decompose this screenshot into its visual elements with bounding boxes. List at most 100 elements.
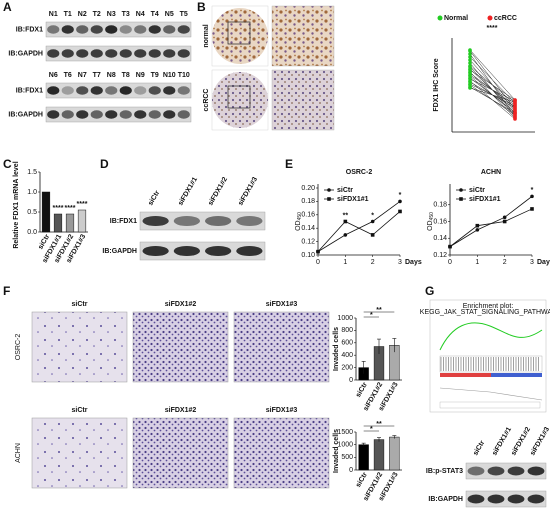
ihc-zoom [271, 69, 335, 131]
point [468, 86, 472, 90]
blot-band [236, 245, 263, 257]
blot-band [507, 466, 525, 476]
blot-band [163, 25, 176, 34]
point [513, 98, 517, 102]
lane-label: N8 [107, 72, 116, 79]
lane-label: siFDX1#2 [207, 176, 229, 207]
blot-band [61, 25, 74, 34]
blot-band [105, 86, 118, 95]
y-tick-label: 0.20 [301, 185, 315, 192]
axis-label: OD450 [295, 212, 303, 231]
point [468, 58, 472, 62]
y-tick-label: 200 [341, 364, 353, 371]
axis-label-text: OD [427, 220, 434, 231]
blot-band [76, 86, 89, 95]
point [468, 83, 472, 87]
point [370, 219, 375, 224]
lane-label: siCtr [472, 439, 486, 457]
blot-band [177, 110, 190, 119]
panel-label: B [197, 0, 206, 14]
blot-band [148, 110, 161, 119]
blot-band [205, 245, 232, 257]
point [398, 209, 402, 214]
line [317, 201, 401, 252]
point [468, 65, 472, 69]
x-tick-label: 3 [398, 259, 402, 266]
blot-band [76, 110, 89, 119]
chart-title: ACHN [481, 169, 501, 176]
legend-marker [487, 15, 493, 21]
point [502, 215, 507, 220]
annotation: **** [77, 201, 88, 208]
blot-band [47, 49, 60, 58]
legend-label: Normal [444, 15, 468, 22]
point [530, 207, 534, 211]
point [448, 244, 452, 249]
point [530, 194, 534, 199]
lane-label: N7 [78, 72, 87, 79]
blot-band [177, 25, 190, 34]
point [475, 223, 480, 228]
blot-band [134, 25, 147, 34]
y-tick-label: 0.14 [433, 235, 447, 242]
lane-label: N1 [49, 11, 58, 18]
y-tick-label: 0 [349, 377, 353, 384]
blot-band [148, 49, 161, 58]
point [475, 228, 480, 232]
ihc-core [212, 72, 268, 128]
panels: A N1 T1 N2 T2 N3 T3 N4 T4 N5 T5 IB:FDX1 IB:GAPDH N6 T6… [3, 0, 550, 508]
blot-background [139, 211, 266, 231]
annotation: * [370, 312, 373, 319]
y-tick-label: 1500 [337, 429, 353, 436]
ihc-zoom [271, 5, 335, 67]
panel-label: A [3, 0, 12, 14]
axis-label: Invaded cells [333, 429, 340, 473]
blot-band [134, 86, 147, 95]
blot-band [119, 110, 132, 119]
ihc-core [212, 8, 268, 64]
y-tick-label: 0.16 [433, 218, 447, 225]
annotation: **** [65, 205, 76, 212]
axis-label-sub: 450 [429, 212, 435, 221]
zoom-box [227, 21, 251, 45]
x-tick-label: 0 [448, 259, 452, 266]
panel-label: C [3, 157, 12, 171]
blot-band [47, 86, 60, 95]
blot-background [465, 462, 547, 480]
row-label: OSRC-2 [15, 334, 22, 361]
point [468, 61, 472, 65]
lane-label: siFDX1#3 [529, 426, 550, 457]
invasion-image [31, 311, 128, 383]
line [317, 211, 401, 252]
y-tick-label: 0.10 [301, 252, 315, 259]
y-tick-label: 0.0 [27, 229, 37, 236]
lane-label: T9 [151, 72, 159, 79]
blot-band [173, 215, 200, 227]
blot-band [467, 466, 485, 476]
lane-label: T4 [151, 11, 159, 18]
zoom-box [227, 85, 251, 109]
invasion-image [233, 311, 330, 383]
blot-band [90, 25, 103, 34]
annotation: ** [376, 421, 382, 428]
point [316, 249, 320, 254]
blot-band [507, 494, 525, 504]
blot-band [487, 466, 505, 476]
annotation: * [531, 187, 534, 194]
blot-band [467, 494, 485, 504]
blot-band [76, 25, 89, 34]
lane-label: siFDX1#3 [237, 176, 259, 207]
pair-line [469, 50, 516, 110]
point [398, 199, 402, 204]
blot-label: IB:p-STAT3 [426, 468, 463, 475]
blot-band [90, 49, 103, 58]
lane-label: siCtr [147, 189, 161, 207]
legend-label: siFDX1#1 [337, 196, 369, 203]
line [449, 208, 533, 247]
row-label: normal [203, 24, 210, 47]
pair-line [469, 84, 516, 116]
y-tick-label: 0.18 [301, 198, 315, 205]
x-tick-label: siCtr [355, 381, 369, 399]
pair-line [469, 66, 516, 114]
